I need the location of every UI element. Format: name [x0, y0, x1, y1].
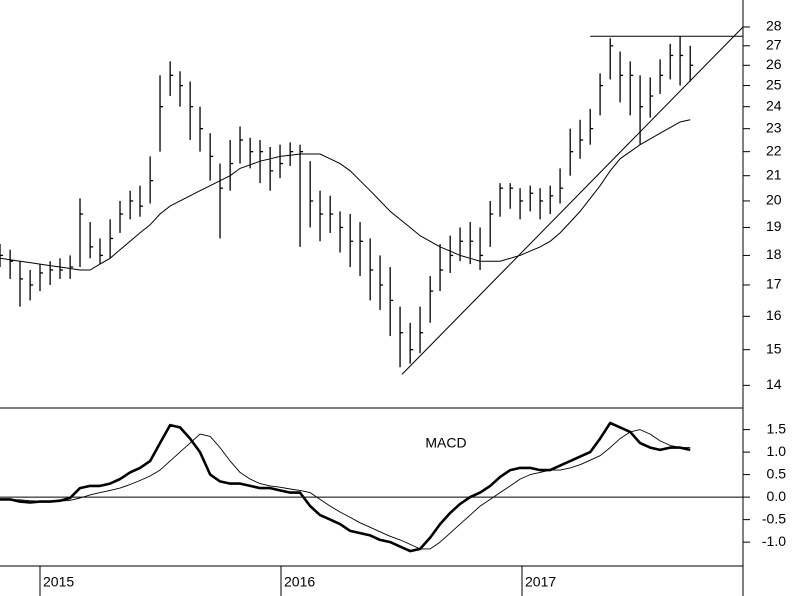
macd-line [0, 429, 691, 550]
y-tick-label: 21 [766, 166, 782, 182]
macd-line [0, 421, 691, 553]
y-tick-label: 24 [766, 97, 782, 113]
y-tick-label: 16 [766, 307, 782, 323]
y-tick-label: 0.0 [767, 488, 787, 504]
trendline [401, 26, 744, 375]
y-tick-label: -0.5 [762, 510, 786, 526]
y-tick-label: 18 [766, 246, 782, 262]
x-tick-label: 2015 [43, 574, 74, 590]
y-tick-label: 27 [766, 36, 782, 52]
y-tick-label: 19 [766, 218, 782, 234]
y-tick-label: 0.5 [767, 465, 787, 481]
y-tick-label: 14 [766, 376, 782, 392]
y-tick-label: 28 [766, 18, 782, 34]
macd-label: MACD [425, 435, 466, 451]
moving-average [0, 119, 691, 271]
x-tick-label: 2017 [525, 574, 556, 590]
y-tick-label: 17 [766, 276, 782, 292]
y-tick-label: 20 [766, 192, 782, 208]
y-tick-label: 26 [766, 56, 782, 72]
y-tick-label: 22 [766, 142, 782, 158]
x-tick-label: 2016 [284, 574, 315, 590]
y-tick-label: 23 [766, 119, 782, 135]
y-tick-label: 1.5 [767, 420, 787, 436]
y-tick-label: 25 [766, 76, 782, 92]
y-tick-label: -1.0 [762, 533, 786, 549]
y-tick-label: 1.0 [767, 443, 787, 459]
y-tick-label: 15 [766, 340, 782, 356]
